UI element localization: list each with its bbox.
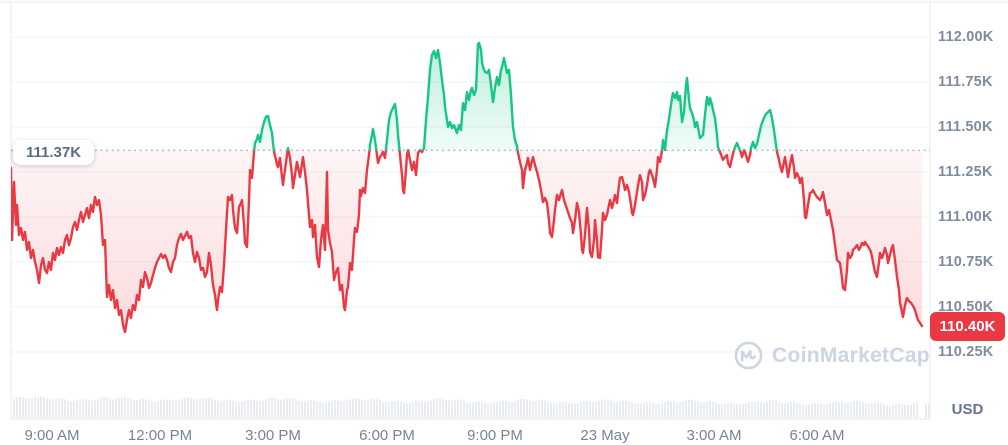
baseline-price-label: 111.37K xyxy=(13,140,95,165)
x-axis-label: 3:00 PM xyxy=(245,427,301,444)
y-axis-label: 111.75K xyxy=(938,74,993,90)
x-axis-label: 9:00 AM xyxy=(24,427,80,444)
x-axis-label: 3:00 AM xyxy=(686,427,742,444)
y-axis-label: 112.00K xyxy=(938,29,994,45)
x-axis-label: 23 May xyxy=(580,427,630,444)
y-axis-label: 110.50K xyxy=(938,299,994,315)
coinmarketcap-logo-icon xyxy=(733,340,764,371)
x-axis-label: 9:00 PM xyxy=(467,427,523,444)
x-axis-label: 6:00 AM xyxy=(789,427,845,444)
coinmarketcap-watermark[interactable]: CoinMarketCap xyxy=(733,340,930,371)
x-axis-label: 6:00 PM xyxy=(359,427,415,444)
coinmarketcap-wordmark: CoinMarketCap xyxy=(772,343,930,367)
x-axis-label: 12:00 PM xyxy=(127,427,193,444)
y-axis-label: 111.25K xyxy=(938,164,993,180)
currency-unit-label: USD xyxy=(951,401,984,418)
volume-bars xyxy=(13,396,930,418)
y-axis-label: 111.50K xyxy=(938,119,993,135)
y-axis-label: 110.25K xyxy=(938,344,994,360)
current-price-badge: 110.40K xyxy=(930,312,1005,341)
y-axis-label: 111.00K xyxy=(938,209,993,225)
y-axis-label: 110.75K xyxy=(938,254,994,270)
